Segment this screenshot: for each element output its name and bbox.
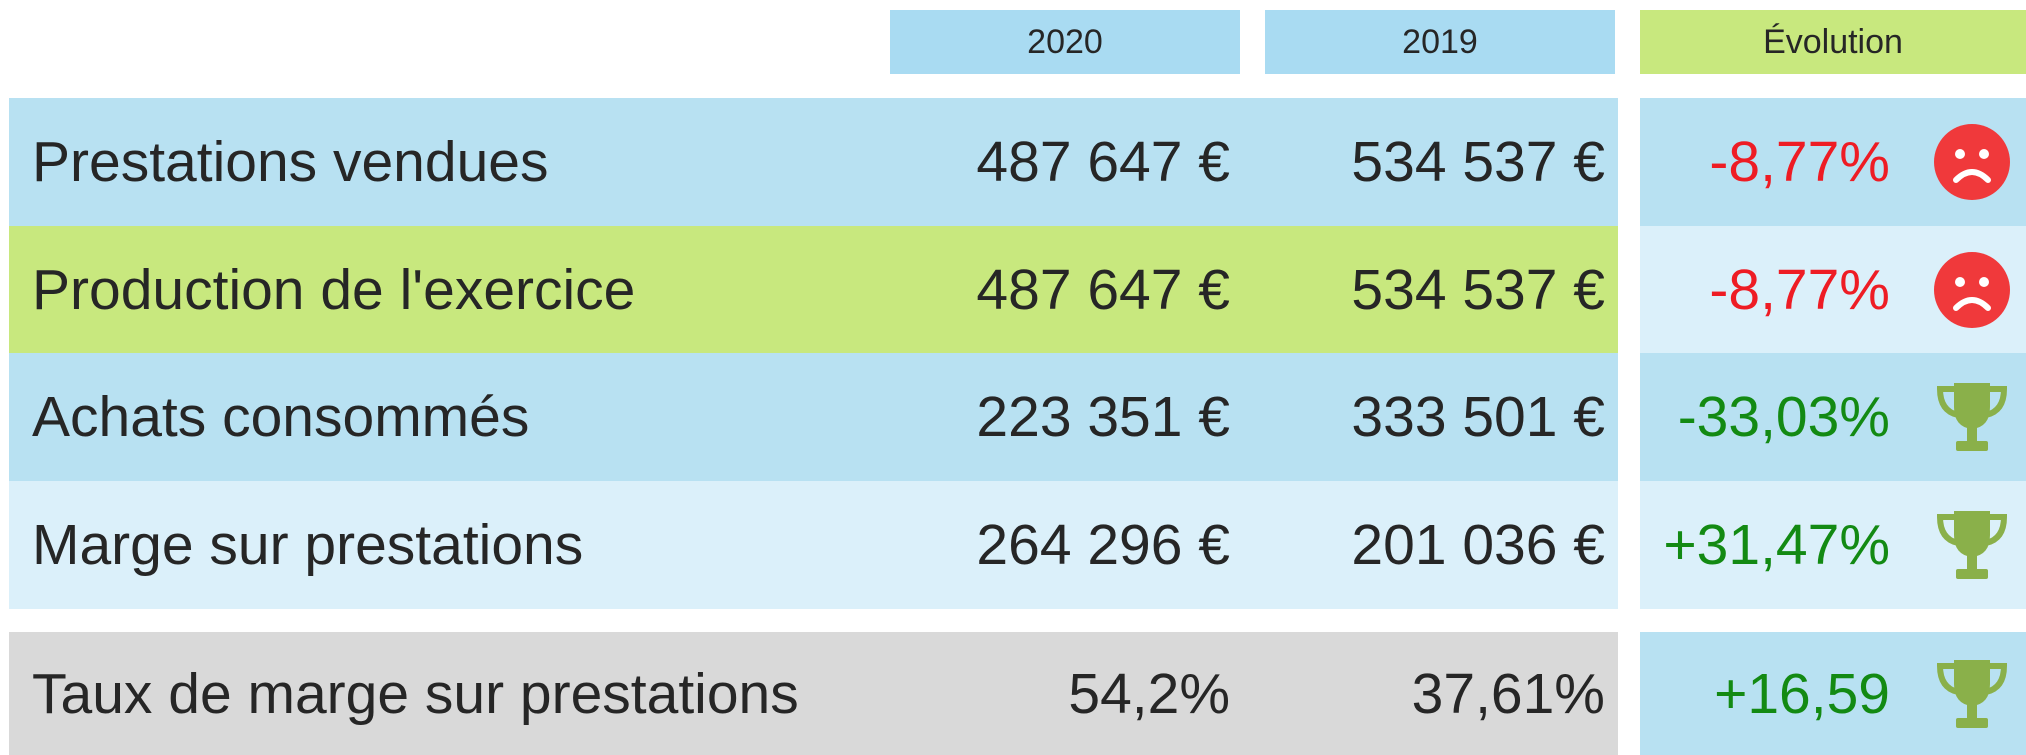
row-band: [9, 481, 1618, 609]
col-header: 2019: [1265, 10, 1615, 74]
status-icon: [1932, 505, 2012, 585]
status-icon: [1932, 377, 2012, 457]
col-header: 2020: [890, 10, 1240, 74]
evolution: -8,77%: [1709, 130, 1890, 194]
icon: [1932, 377, 2012, 457]
value-2019: 534 537 €: [1351, 130, 1605, 194]
evolution: -8,77%: [1709, 257, 1890, 322]
value-2019: 201 036 €: [1351, 513, 1605, 577]
row-label: Achats consommés: [32, 385, 530, 449]
row-label: Production de l'exercice: [32, 257, 636, 322]
row-band: [9, 353, 1618, 481]
row-label: Marge sur prestations: [32, 513, 584, 577]
row-label: Prestations vendues: [32, 130, 549, 194]
value-2020: 223 351 €: [976, 385, 1230, 449]
value-2020: 264 296 €: [976, 513, 1230, 577]
icon: [1932, 250, 2012, 330]
evolution: -33,03%: [1677, 385, 1890, 449]
col-header: Évolution: [1640, 10, 2026, 74]
status-icon: [1932, 122, 2012, 202]
evolution: +31,47%: [1663, 513, 1890, 577]
value-2020: 54,2%: [1068, 661, 1230, 726]
status-icon: [1932, 250, 2012, 330]
status-icon: [1932, 654, 2012, 734]
value-2019: 37,61%: [1411, 661, 1605, 726]
row-label: Taux de marge sur prestations: [32, 661, 799, 726]
icon: [1932, 654, 2012, 734]
icon: [1932, 122, 2012, 202]
row-band: [9, 632, 1618, 755]
evolution: +16,59: [1714, 661, 1890, 726]
row-band: [9, 98, 1618, 226]
value-2020: 487 647 €: [976, 130, 1230, 194]
value-2019: 333 501 €: [1351, 385, 1605, 449]
icon: [1932, 505, 2012, 585]
value-2019: 534 537 €: [1351, 257, 1605, 322]
row-band: [9, 226, 1618, 353]
value-2020: 487 647 €: [976, 257, 1230, 322]
